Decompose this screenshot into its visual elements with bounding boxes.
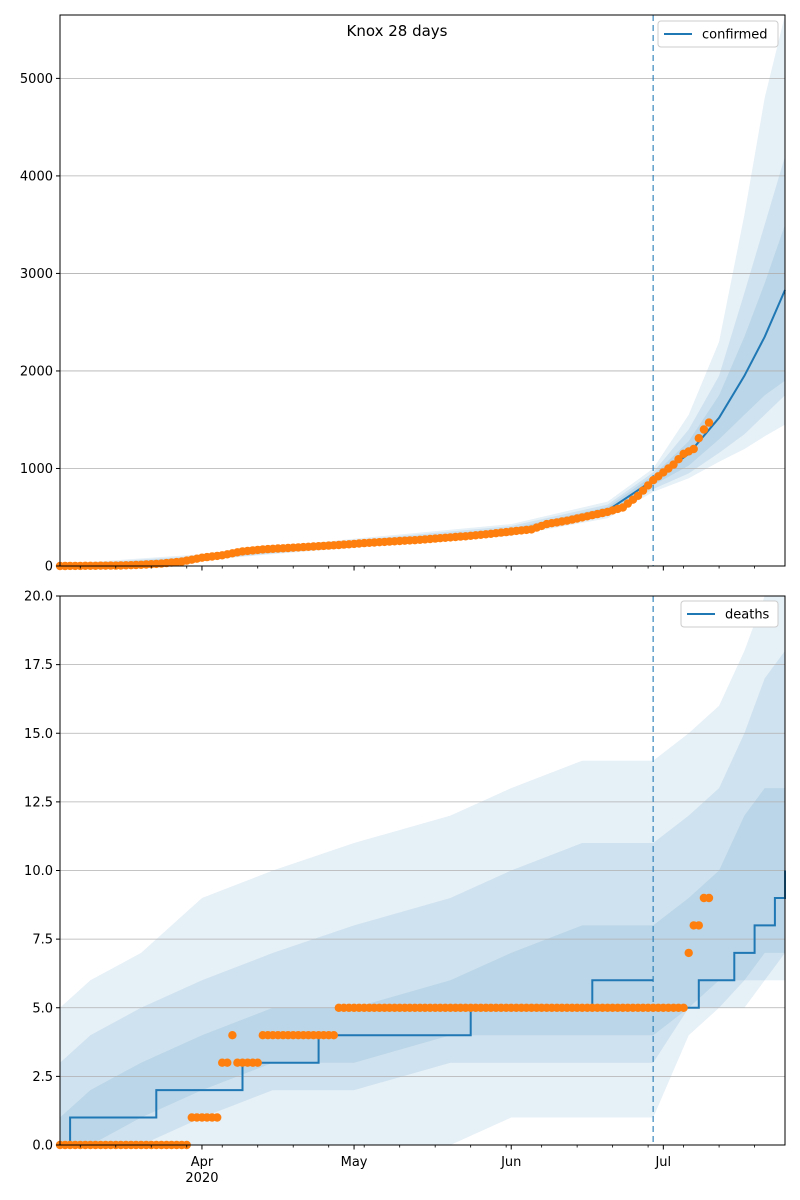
confirmed-ytick-label-0: 0 [45, 560, 53, 575]
deaths-observed-point-124 [684, 948, 693, 958]
confirmed-legend: confirmed [657, 20, 779, 48]
deaths-observed-point-123 [679, 1003, 688, 1012]
deaths-ytick-label-1: 2.5 [32, 1070, 53, 1085]
confirmed-legend-label: confirmed [702, 28, 768, 43]
deaths-xtick-sublabel-0: 2020 [185, 1171, 218, 1186]
confirmed-observed-point-114 [633, 491, 643, 500]
deaths-ytick-label-4: 10.0 [24, 864, 53, 879]
deaths-band-3 [60, 788, 785, 1145]
confirmed-observed-point-121 [669, 460, 678, 469]
confirmed-observed-point-122 [674, 455, 683, 464]
deaths-ytick-label-5: 12.5 [24, 795, 53, 810]
confirmed-axes-frame [59, 14, 786, 567]
deaths-ytick-label-3: 7.5 [32, 933, 53, 948]
deaths-observed-points [55, 893, 714, 1150]
confirmed-observed-point-116 [643, 481, 653, 490]
deaths-observed-point-39 [253, 1058, 262, 1067]
deaths-observed-point-54 [329, 1031, 338, 1040]
confirmed-ytick-label-5: 5000 [20, 72, 53, 87]
deaths-xtick-label-1: May [341, 1155, 368, 1170]
deaths-ytick-label-2: 5.0 [32, 1001, 53, 1016]
confirmed-ytick-label-4: 4000 [20, 169, 53, 184]
deaths-ytick-label-7: 17.5 [24, 658, 53, 673]
deaths-xtick-label-3: Jul [654, 1155, 671, 1170]
confirmed-y-axis: 0 1000 2000 3000 4000 5000 [20, 72, 60, 575]
deaths-observed-point-34 [228, 1031, 237, 1040]
deaths-ytick-label-8: 20.0 [24, 590, 53, 605]
deaths-xtick-label-2: Jun [500, 1155, 521, 1170]
deaths-legend: deaths [680, 600, 779, 628]
confirmed-legend-box [657, 20, 779, 48]
confirmed-ytick-label-3: 3000 [20, 267, 53, 282]
confirmed-ytick-label-1: 1000 [20, 462, 53, 477]
confirmed-observed-point-127 [699, 425, 709, 434]
deaths-observed-point-33 [223, 1058, 232, 1067]
chart-title: Knox 28 days [347, 22, 448, 40]
deaths-ytick-label-0: 0.0 [32, 1139, 53, 1154]
confirmed-panel: 0 1000 2000 3000 4000 5000 Knox 28 days confi… [20, 14, 786, 575]
deaths-forecast-median-line [653, 870, 786, 1009]
deaths-observed-point-128 [704, 893, 714, 903]
deaths-legend-box [680, 600, 779, 628]
deaths-y-axis: 0.0 2.5 5.0 7.5 10.0 12.5 15.0 17.5 20.0 [24, 590, 60, 1154]
deaths-observed-point-126 [694, 921, 703, 930]
deaths-panel: 0.0 2.5 5.0 7.5 10.0 12.5 15.0 17.5 20.0 Apr2020… [24, 590, 786, 1186]
confirmed-observed-point-115 [638, 486, 648, 495]
deaths-ytick-label-6: 15.0 [24, 727, 53, 742]
confirmed-x-axis [79, 566, 755, 571]
deaths-xtick-label-0: Apr [191, 1155, 214, 1170]
confirmed-observed-point-128 [704, 418, 714, 427]
confirmed-observed-point-126 [694, 434, 703, 443]
deaths-legend-label: deaths [725, 608, 770, 623]
deaths-observed-point-31 [213, 1113, 222, 1122]
confirmed-observed-point-125 [689, 444, 698, 454]
confirmed-ytick-label-2: 2000 [20, 364, 53, 379]
deaths-band-2 [60, 650, 785, 1145]
